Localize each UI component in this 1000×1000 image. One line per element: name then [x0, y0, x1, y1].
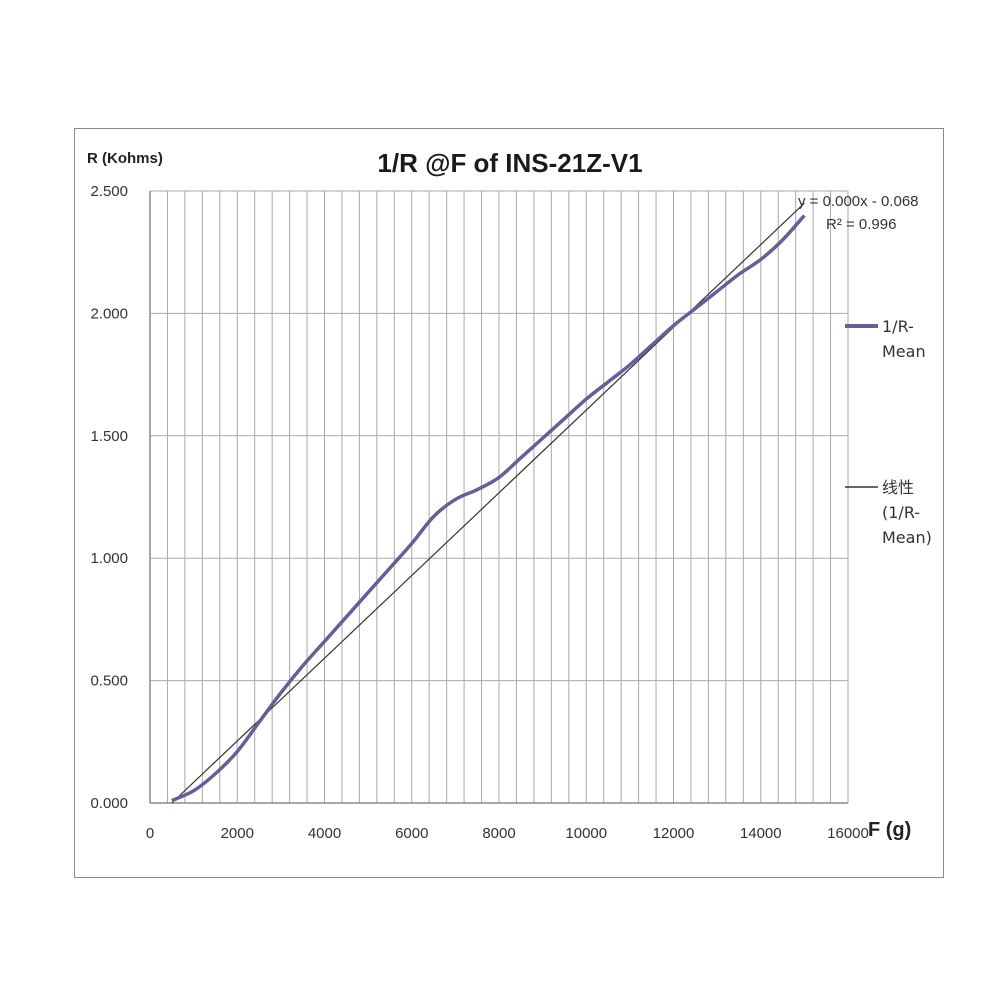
x-tick-label: 6000 — [395, 825, 428, 842]
x-tick-label: 14000 — [740, 825, 782, 842]
chart-frame — [74, 128, 944, 878]
legend-label-trend-line2: (1/R- — [882, 503, 920, 522]
chart-title: 1/R @F of INS-21Z-V1 — [377, 148, 642, 178]
axes — [149, 191, 848, 804]
legend-label-mean-line2: Mean — [882, 342, 926, 361]
legend-label-mean-line1: 1/R- — [882, 317, 914, 336]
x-tick-label: 12000 — [653, 825, 695, 842]
x-tick-label: 10000 — [565, 825, 607, 842]
x-tick-label: 0 — [146, 825, 154, 842]
y-axis-label: R (Kohms) — [87, 150, 163, 167]
legend-label-trend-line3: Mean) — [882, 528, 932, 547]
y-tick-label: 2.500 — [90, 183, 128, 200]
x-tick-label: 2000 — [221, 825, 254, 842]
x-tick-label: 16000 — [827, 825, 869, 842]
x-tick-label: 4000 — [308, 825, 341, 842]
y-tick-label: 0.500 — [90, 673, 128, 690]
series-layer — [171, 202, 806, 804]
y-tick-label: 1.000 — [90, 550, 128, 567]
y-tick-label: 2.000 — [90, 305, 128, 322]
trendline — [171, 202, 805, 804]
x-axis-label: F (g) — [868, 819, 911, 841]
trendline-r2: R² = 0.996 — [826, 216, 896, 233]
legend-label-trend-line1: 线性 — [882, 478, 914, 497]
tick-labels: 0.000 0.500 1.000 1.500 2.000 2.500 0 2000 4000 6… — [90, 183, 868, 842]
series-line-mean — [171, 214, 806, 803]
y-tick-label: 1.500 — [90, 428, 128, 445]
trendline-equation: y = 0.000x - 0.068 — [798, 193, 919, 210]
grid — [150, 190, 849, 803]
y-tick-label: 0.000 — [90, 795, 128, 812]
legend: 1/R- Mean 线性 (1/R- Mean) — [845, 317, 932, 547]
x-tick-label: 8000 — [482, 825, 515, 842]
